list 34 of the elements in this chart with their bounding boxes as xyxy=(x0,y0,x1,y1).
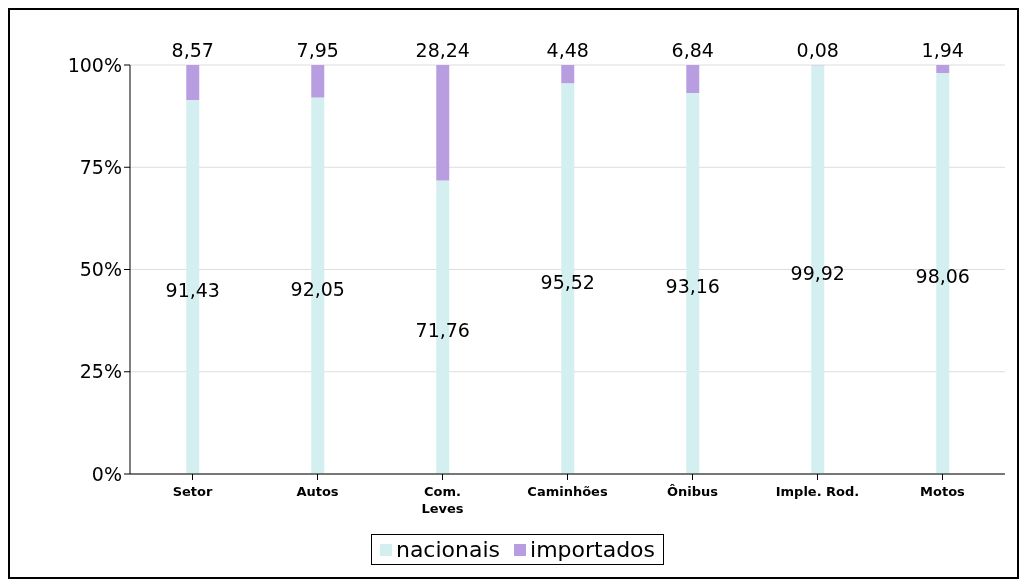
data-label: 91,43 xyxy=(165,279,220,302)
data-label: 98,06 xyxy=(915,265,970,288)
y-tick-label: 50% xyxy=(79,258,122,281)
y-tick-label: 25% xyxy=(79,360,122,383)
legend-label: nacionais xyxy=(394,537,501,562)
x-tick-label: Ônibus xyxy=(666,484,719,499)
data-label: 93,16 xyxy=(665,275,720,298)
x-tick-label: Caminhões xyxy=(527,484,608,499)
x-tick-label: Setor xyxy=(172,484,213,499)
bar xyxy=(311,65,325,98)
data-label: 92,05 xyxy=(290,277,345,300)
data-label: 8,57 xyxy=(171,39,214,61)
x-tick-label: Autos xyxy=(296,484,339,499)
data-label: 95,52 xyxy=(540,270,595,293)
data-label: 6,84 xyxy=(671,39,714,61)
data-label: 7,95 xyxy=(296,39,339,61)
y-tick-label: 0% xyxy=(91,462,122,485)
data-label: 99,92 xyxy=(790,261,845,284)
data-label: 71,76 xyxy=(415,319,470,342)
data-label: 28,24 xyxy=(415,39,470,61)
x-tick-label: Com. Leves xyxy=(421,484,464,516)
x-tick-label: Imple. Rod. xyxy=(775,484,860,499)
data-label: 4,48 xyxy=(546,39,589,61)
bar xyxy=(436,65,450,181)
bar xyxy=(686,65,700,93)
y-tick-label: 100% xyxy=(67,53,122,76)
legend-label: importados xyxy=(529,537,656,562)
data-label: 1,94 xyxy=(921,39,964,61)
y-tick-label: 75% xyxy=(79,155,122,178)
x-tick-label: Motos xyxy=(920,484,966,499)
bar xyxy=(936,65,950,73)
bar xyxy=(186,65,200,101)
data-label: 0,08 xyxy=(796,39,839,61)
bar xyxy=(561,65,575,84)
